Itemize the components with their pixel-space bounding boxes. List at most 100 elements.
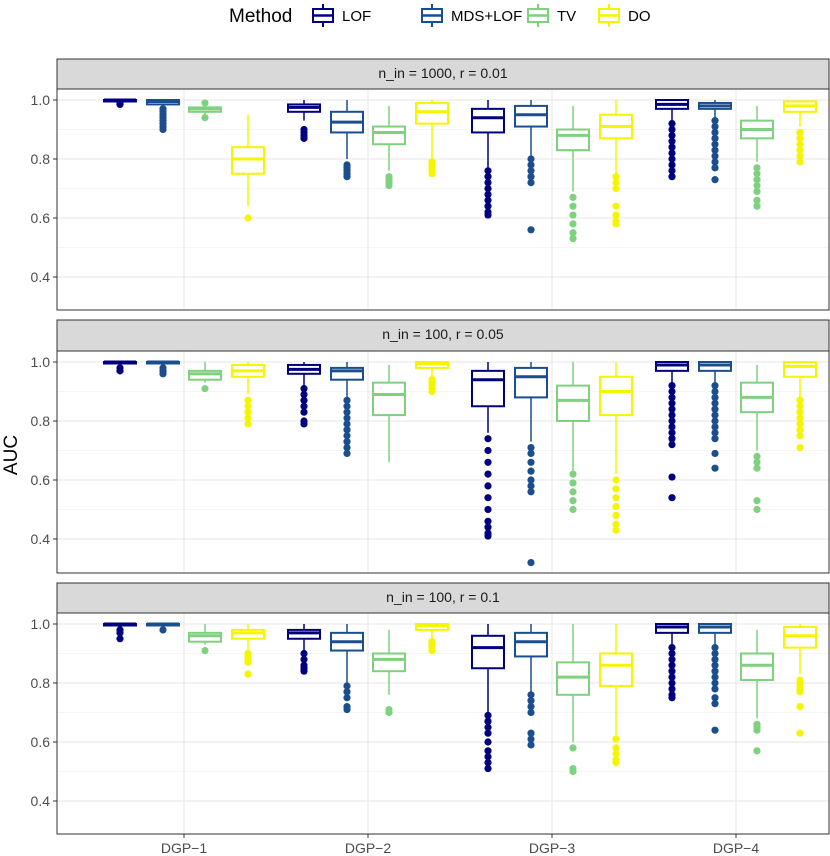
box-lof-dgp-4	[655, 623, 689, 702]
outlier-point	[300, 384, 308, 393]
outlier-point	[711, 387, 719, 396]
outlier-point	[569, 767, 577, 776]
panel-strip-label: n_in = 1000, r = 0.01	[378, 65, 507, 81]
outlier-point	[527, 729, 535, 737]
outlier-point	[668, 411, 676, 419]
x-tick-label: DGP−1	[161, 840, 208, 856]
box-mds-lof-dgp-2	[330, 100, 364, 181]
iqr-box	[514, 631, 548, 658]
outlier-point	[484, 523, 492, 531]
outlier-point	[484, 505, 492, 514]
outlier-point	[343, 449, 351, 458]
panel-strip-label: n_in = 100, r = 0.05	[382, 326, 504, 342]
outlier-point	[753, 458, 761, 466]
panel-strip	[56, 319, 830, 352]
iqr-box	[599, 652, 633, 687]
outlier-point	[711, 673, 719, 681]
outlier-point	[612, 502, 620, 511]
outlier-point	[796, 140, 804, 148]
outlier-point	[753, 452, 761, 460]
outlier-point	[711, 158, 719, 166]
outlier-point	[668, 649, 676, 658]
outlier-point	[612, 173, 620, 181]
outlier-point	[527, 226, 535, 234]
outlier-point	[612, 211, 620, 219]
outlier-point	[668, 125, 676, 134]
outlier-point	[385, 181, 393, 190]
outlier-point	[484, 179, 492, 187]
outlier-point	[159, 370, 167, 378]
outlier-point	[343, 414, 351, 422]
outlier-point	[569, 479, 577, 487]
plot-area	[57, 351, 829, 573]
outlier-point	[484, 167, 492, 175]
outlier-point	[668, 143, 676, 151]
outlier-point	[201, 114, 209, 122]
outlier-point	[569, 229, 577, 237]
outlier-point	[753, 164, 761, 172]
outlier-point	[668, 399, 676, 407]
iqr-box	[471, 369, 505, 408]
outlier-point	[343, 402, 351, 410]
x-axis: DGP−1 DGP−2 DGP−3 DGP−4	[161, 834, 759, 856]
outlier-point	[343, 420, 351, 428]
outlier-point	[343, 694, 351, 702]
outlier-point	[527, 488, 535, 496]
outlier-point	[484, 482, 492, 490]
iqr-box	[556, 384, 590, 423]
outlier-point	[711, 411, 719, 419]
box-lof-dgp-1	[103, 360, 137, 375]
outlier-point	[612, 750, 620, 758]
box-do-dgp-3	[599, 362, 633, 534]
outlier-point	[612, 220, 620, 228]
box-tv-dgp-4	[740, 629, 774, 755]
panel-3: n_in = 100, r = 0.1 0.4 0.6 0.8 1.0	[31, 582, 830, 835]
outlier-point	[201, 646, 209, 655]
box-do-dgp-4	[783, 624, 817, 737]
outlier-point	[244, 658, 252, 666]
outlier-point	[484, 211, 492, 219]
outlier-point	[484, 729, 492, 737]
outlier-point	[201, 384, 209, 393]
box-do-dgp-2	[415, 100, 449, 178]
outlier-point	[711, 134, 719, 142]
outlier-point	[711, 464, 719, 472]
box-mds-lof-dgp-3	[514, 100, 548, 234]
y-tick-label: 0.6	[31, 210, 51, 226]
outlier-point	[796, 146, 804, 154]
outlier-point	[612, 476, 620, 484]
outlier-point	[428, 646, 436, 655]
box-mds-lof-dgp-4	[698, 100, 732, 184]
outlier-point	[668, 173, 676, 181]
outlier-point	[484, 723, 492, 731]
box-do-dgp-4	[783, 361, 817, 452]
outlier-point	[612, 494, 620, 502]
outlier-point	[484, 738, 492, 746]
outlier-point	[711, 164, 719, 172]
outlier-point	[484, 446, 492, 455]
outlier-point	[527, 155, 535, 163]
outlier-point	[668, 417, 676, 425]
y-tick-label: 0.8	[31, 413, 51, 429]
box-mds-lof-dgp-3	[514, 362, 548, 567]
outlier-point	[201, 99, 209, 107]
outlier-point	[711, 679, 719, 687]
outlier-point	[159, 626, 167, 634]
panel-strip	[56, 58, 830, 90]
box-do-dgp-3	[599, 100, 633, 228]
iqr-box	[783, 361, 817, 378]
box-tv-dgp-3	[556, 362, 590, 514]
outlier-point	[569, 220, 577, 228]
box-do-dgp-2	[415, 623, 449, 655]
outlier-point	[343, 682, 351, 690]
box-mds-lof-dgp-4	[698, 623, 732, 734]
panel-1: n_in = 1000, r = 0.01 0.4 0.6 0.8 1.0	[31, 58, 830, 311]
box-do-dgp-1	[231, 362, 265, 428]
y-tick-label: 1.0	[31, 92, 51, 108]
outlier-point	[753, 187, 761, 196]
outlier-point	[668, 387, 676, 396]
outlier-point	[753, 464, 761, 472]
outlier-point	[527, 458, 535, 466]
outlier-point	[668, 685, 676, 693]
